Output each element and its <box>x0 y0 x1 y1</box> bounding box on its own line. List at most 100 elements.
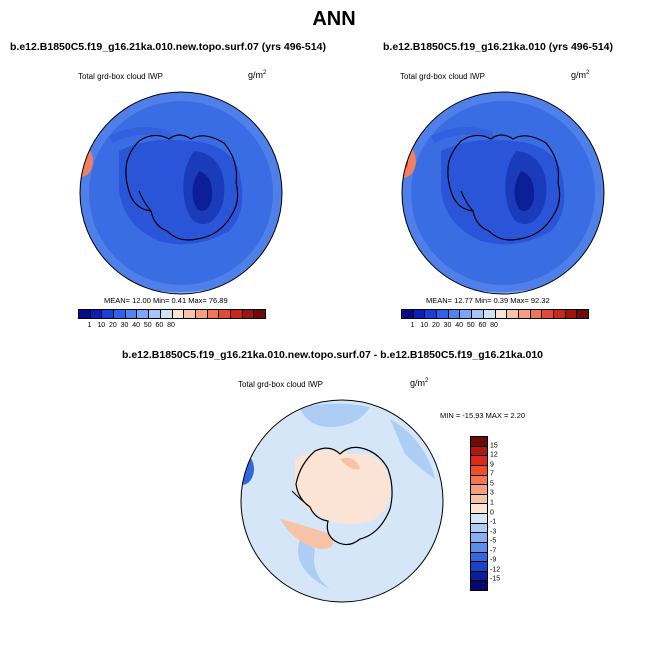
colorbar-swatch <box>460 310 473 318</box>
colorbar-swatch <box>471 552 487 563</box>
colorbar-swatch <box>471 533 487 543</box>
panel-2-map <box>401 91 605 295</box>
colorbar-tick-label: 40 <box>455 322 464 329</box>
colorbar-tick-label: 80 <box>167 322 175 329</box>
colorbar-swatch <box>471 446 487 457</box>
colorbar-swatch <box>172 310 185 318</box>
antarctic-cloud-minimum <box>514 171 535 212</box>
colorbar-swatch <box>125 310 138 318</box>
colorbar-tick-label: -12 <box>490 566 501 574</box>
colorbar-tick-label: 7 <box>490 470 494 478</box>
colorbar-swatch <box>553 310 566 318</box>
colorbar-swatch <box>518 310 531 318</box>
colorbar-swatch <box>425 310 438 318</box>
colorbar-swatch <box>219 310 231 318</box>
map-border <box>240 399 444 603</box>
colorbar-tick-label: 30 <box>443 322 452 329</box>
panel-2-units: g/m2 <box>571 70 590 80</box>
colorbar-swatch <box>495 310 508 318</box>
diff-positive-region <box>340 457 360 470</box>
colorbar-tick-label: -15 <box>490 575 501 583</box>
panel-3-variable: Total grd-box cloud IWP <box>238 380 323 389</box>
panel-1-heading: b.e12.B1850C5.f19_g16.21ka.010.new.topo.… <box>10 41 326 53</box>
colorbar-tick-label: -1 <box>490 518 497 526</box>
cloud-maximum-core <box>402 151 408 171</box>
colorbar-swatch <box>413 310 426 318</box>
colorbar-swatch <box>242 310 255 318</box>
panel-2-heading: b.e12.B1850C5.f19_g16.21ka.010 (yrs 496-… <box>383 41 613 53</box>
panel-3-units: g/m2 <box>410 378 429 388</box>
colorbar-swatch <box>437 310 449 318</box>
panel-1-units: g/m2 <box>248 70 267 80</box>
colorbar-swatch <box>471 562 487 572</box>
colorbar-swatch <box>160 310 173 318</box>
colorbar-swatch <box>507 310 519 318</box>
colorbar-tick-label: 1 <box>490 499 494 507</box>
colorbar-tick-label: 20 <box>108 322 117 329</box>
panel-1-variable: Total grd-box cloud IWP <box>78 72 163 81</box>
panel-1-colorbar-labels: 1 10 20 30 40 50 60 80 <box>78 322 264 332</box>
panel-1-colorbar <box>78 309 266 319</box>
colorbar-tick-label: 50 <box>466 322 475 329</box>
colorbar-swatch <box>471 581 487 590</box>
colorbar-swatch <box>471 571 487 582</box>
colorbar-tick-label: -5 <box>490 537 497 545</box>
colorbar-swatch <box>114 310 126 318</box>
colorbar-tick-label: 15 <box>490 442 498 450</box>
colorbar-tick-label: 60 <box>155 322 164 329</box>
diff-negative-region <box>390 419 435 479</box>
colorbar-tick-label: 5 <box>490 480 494 488</box>
colorbar-swatch <box>471 437 487 447</box>
antarctica-coastline <box>447 134 561 241</box>
colorbar-swatch <box>530 310 543 318</box>
panel-2-colorbar <box>401 309 589 319</box>
colorbar-swatch <box>472 310 484 318</box>
main-title: ANN <box>312 8 356 30</box>
colorbar-swatch <box>565 310 578 318</box>
colorbar-tick-label: 40 <box>132 322 141 329</box>
antarctica-coastline <box>125 134 239 241</box>
colorbar-swatch <box>402 310 414 318</box>
peninsula-coastline <box>460 190 474 212</box>
colorbar-swatch <box>471 456 487 466</box>
colorbar-swatch <box>207 310 220 318</box>
colorbar-swatch <box>137 310 150 318</box>
panel-3-heading: b.e12.B1850C5.f19_g16.21ka.010.new.topo.… <box>122 349 544 361</box>
colorbar-tick-label: 80 <box>490 322 498 329</box>
colorbar-swatch <box>471 465 487 476</box>
map-border <box>79 91 283 295</box>
panel-3-colorbar-labels: 15 12 9 7 5 3 1 0 -1 -3 -5 -7 -9 -12 -15 <box>490 436 514 589</box>
colorbar-swatch <box>471 514 487 524</box>
colorbar-tick-label: 9 <box>490 461 494 469</box>
colorbar-tick-label: 1 <box>87 322 92 329</box>
colorbar-tick-label: 10 <box>420 322 429 329</box>
diff-negative-region <box>300 403 370 428</box>
colorbar-swatch <box>79 310 91 318</box>
panel-3-colorbar <box>470 436 488 591</box>
panel-3-map <box>240 399 444 603</box>
antarctic-cloud-minimum <box>192 171 213 212</box>
cloud-contour-band <box>109 127 174 143</box>
colorbar-swatch <box>184 310 196 318</box>
panel-3-stats: MIN = -15.93 MAX = 2.20 <box>440 411 526 420</box>
colorbar-swatch <box>102 310 115 318</box>
diff-positive-region <box>295 450 391 524</box>
colorbar-tick-label: 60 <box>478 322 487 329</box>
colorbar-tick-label: -9 <box>490 556 497 564</box>
panel-1-stats: MEAN= 12.00 Min= 0.41 Max= 76.89 <box>104 296 228 305</box>
colorbar-tick-label: 0 <box>490 509 494 516</box>
panel-2-colorbar-labels: 1 10 20 30 40 50 60 80 <box>401 322 587 332</box>
colorbar-swatch <box>195 310 208 318</box>
panel-1-map <box>79 91 283 295</box>
panel-2-variable: Total grd-box cloud IWP <box>400 72 485 81</box>
colorbar-swatch <box>254 310 265 318</box>
colorbar-swatch <box>577 310 588 318</box>
peninsula-coastline <box>138 190 152 212</box>
map-border <box>401 91 605 295</box>
colorbar-swatch <box>471 485 487 495</box>
colorbar-swatch <box>471 523 487 534</box>
colorbar-swatch <box>542 310 554 318</box>
panel-2-stats: MEAN= 12.77 Min= 0.39 Max= 92.32 <box>426 296 550 305</box>
colorbar-tick-label: 3 <box>490 489 494 497</box>
colorbar-swatch <box>471 504 487 514</box>
